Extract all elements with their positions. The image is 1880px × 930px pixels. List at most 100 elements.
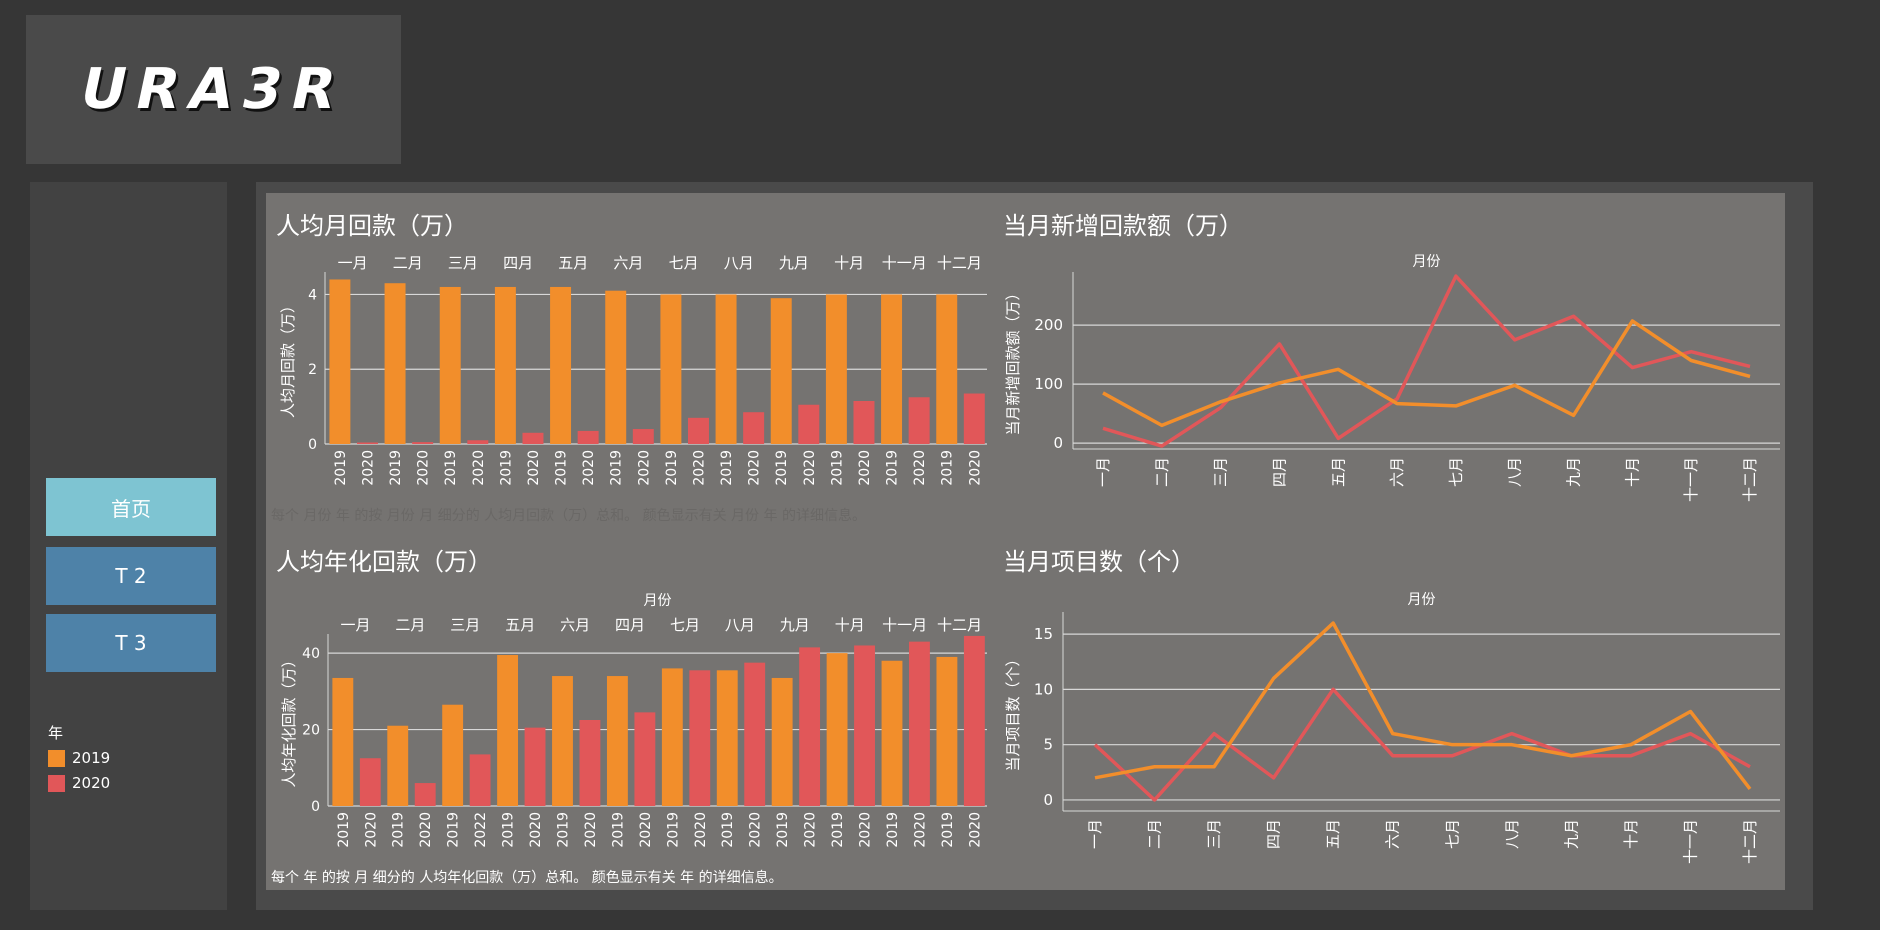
chart1-x-label: 2019 (774, 450, 790, 486)
chart4-x-label: 十月 (1622, 819, 1640, 849)
chart3-ylabel: 人均年化回款（万） (280, 652, 298, 787)
chart3-header: 月份 (644, 593, 672, 609)
chart3-bar-2020 (524, 727, 546, 806)
chart3-x-label: 2020 (418, 812, 434, 848)
nav-home-button[interactable]: 首页 (46, 478, 216, 536)
chart3-bar-2019 (826, 653, 848, 806)
chart3-category-label: 三月 (450, 616, 480, 634)
chart4-ytick-label: 10 (1034, 680, 1053, 698)
chart3-x-label: 2022 (473, 812, 489, 848)
chart3-x-label: 2020 (748, 812, 764, 848)
chart3-bar-2019 (387, 725, 409, 806)
chart1-x-label: 2019 (333, 450, 349, 486)
chart1-x-label: 2020 (360, 450, 376, 486)
chart1-category-label: 一月 (338, 254, 368, 272)
chart1-x-label: 2019 (829, 450, 845, 486)
chart1-ytick-label: 2 (308, 362, 317, 378)
chart2-x-label: 九月 (1565, 457, 1583, 487)
chart2-x-label: 四月 (1270, 457, 1288, 487)
chart1-bar-2019 (384, 283, 406, 444)
chart3-bar-2019 (552, 676, 573, 806)
chart1-x-label: 2019 (388, 450, 404, 486)
chart3-x-label: 2019 (501, 812, 517, 848)
chart1-category-label: 十月 (834, 254, 864, 272)
chart1-x-label: 2019 (443, 450, 459, 486)
chart1-ytick-label: 4 (308, 287, 317, 303)
chart1-bar-2020 (743, 412, 765, 444)
chart3-category-label: 十月 (835, 616, 865, 634)
chart4-x-label: 五月 (1324, 819, 1342, 849)
chart2-ylabel: 当月新增回款额（万） (1004, 285, 1022, 435)
chart1-x-label: 2020 (471, 450, 487, 486)
chart1-x-label: 2019 (664, 450, 680, 486)
chart3-bar-2019 (881, 660, 903, 806)
chart2-x-label: 二月 (1153, 457, 1171, 487)
chart3-x-label: 2019 (720, 812, 736, 848)
nav-t2-button[interactable]: T 2 (46, 547, 216, 605)
chart1-bar-2020 (963, 393, 985, 444)
chart3-bar-2020 (634, 712, 656, 806)
chart4-ytick-label: 0 (1043, 791, 1053, 809)
chart4-header: 月份 (1408, 592, 1436, 608)
chart3-category-label: 九月 (780, 616, 810, 634)
chart3-x-label: 2020 (912, 812, 928, 848)
chart3-category-label: 四月 (615, 616, 645, 634)
legend-item-2019[interactable]: 2019 (48, 749, 110, 767)
chart1-x-label: 2020 (967, 450, 983, 486)
chart2-line-2020 (1102, 274, 1751, 448)
chart2-x-label: 八月 (1506, 457, 1524, 487)
chart1-category-label: 四月 (503, 254, 533, 272)
chart1-bar-2020 (632, 429, 654, 444)
chart1-bar-2020 (412, 442, 434, 444)
chart3-bar-2020 (744, 662, 766, 806)
chart3-ytick-label: 40 (302, 646, 320, 662)
chart3-title: 人均年化回款（万） (276, 548, 492, 576)
legend-swatch-2020 (48, 774, 65, 792)
legend-swatch-2019 (48, 749, 65, 767)
chart3-category-label: 二月 (395, 616, 425, 634)
chart3-bar-2020 (469, 754, 491, 806)
chart3-bar-2020 (579, 720, 601, 806)
chart2-ytick-label: 100 (1034, 375, 1063, 393)
chart1-bar-2019 (605, 290, 627, 444)
legend-label-2019: 2019 (72, 749, 111, 767)
chart3-bar-2020 (963, 635, 985, 806)
chart4-x-label: 三月 (1205, 819, 1223, 849)
legend-title: 年 (48, 724, 64, 742)
chart1-bar-2019 (494, 286, 516, 444)
chart1-category-label: 九月 (779, 254, 809, 272)
chart3-bar-2019 (497, 655, 519, 806)
chart3-category-label: 十二月 (937, 616, 982, 634)
chart2-x-label: 十二月 (1741, 457, 1759, 502)
chart2-title: 当月新增回款额（万） (1003, 212, 1243, 240)
chart1-x-label: 2020 (802, 450, 818, 486)
nav-t3-button[interactable]: T 3 (46, 614, 216, 672)
chart4-x-label: 四月 (1265, 819, 1283, 849)
chart3-bar-2019 (936, 656, 958, 806)
legend-item-2020[interactable]: 2020 (48, 774, 110, 792)
chart1-category-label: 五月 (558, 254, 588, 272)
chart3-x-label: 2020 (363, 812, 379, 848)
chart4-x-label: 一月 (1086, 819, 1104, 849)
chart3-x-label: 2020 (583, 812, 599, 848)
chart1-bar-2019 (660, 294, 682, 444)
chart1-bar-2019 (715, 294, 737, 444)
chart1-category-label: 十二月 (937, 254, 982, 272)
chart2-x-label: 七月 (1447, 457, 1465, 487)
chart3-bar-2020 (909, 641, 930, 806)
chart3-bar-2019 (771, 677, 793, 806)
chart2-x-label: 一月 (1094, 457, 1112, 487)
chart1-bar-2020 (908, 397, 930, 444)
chart1-x-label: 2019 (554, 450, 570, 486)
chart3-ytick-label: 20 (302, 723, 320, 739)
chart1-x-label: 2019 (885, 450, 901, 486)
chart1-x-label: 2020 (416, 450, 432, 486)
chart3-x-label: 2019 (555, 812, 571, 848)
chart4-title: 当月项目数（个） (1003, 548, 1195, 576)
chart1-bar-2020 (577, 430, 599, 444)
chart3-x-label: 2019 (665, 812, 681, 848)
chart4-ytick-label: 5 (1043, 736, 1053, 754)
